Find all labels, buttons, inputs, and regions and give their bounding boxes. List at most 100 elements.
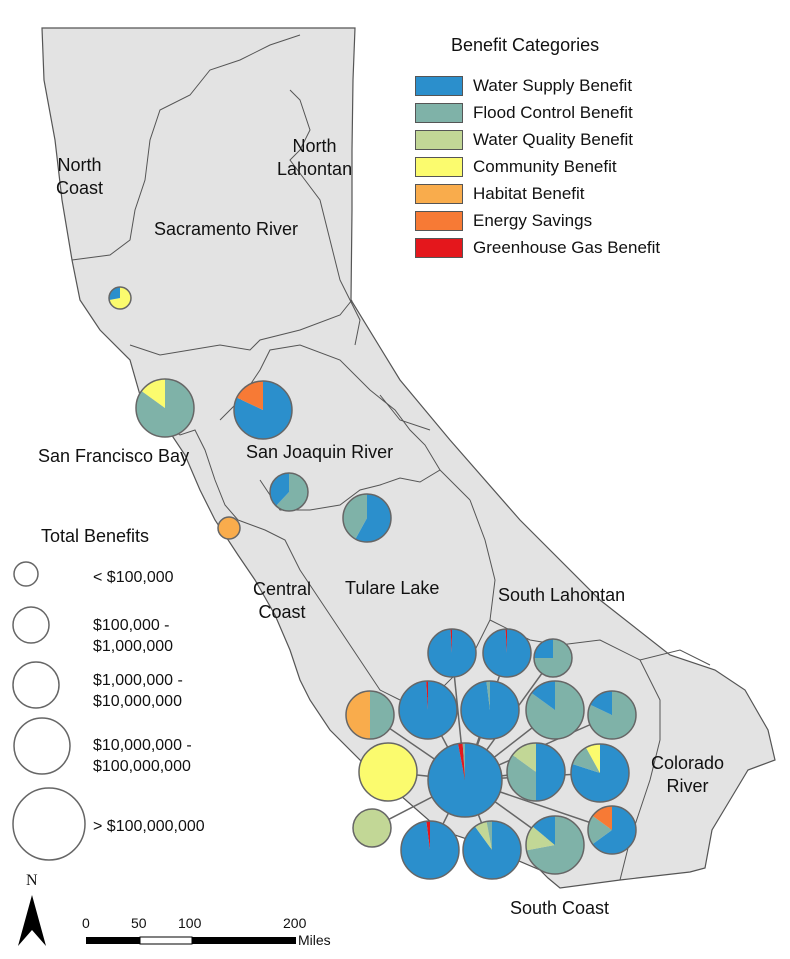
pie-outline <box>533 638 573 678</box>
pie-outline <box>482 628 532 678</box>
size-label-class-1: < $100,000 <box>93 567 174 588</box>
pie-chart <box>525 680 585 740</box>
scale-tick-label: 200 <box>283 915 307 931</box>
pie-chart <box>462 820 522 880</box>
pie-slice-flood-control <box>275 473 309 511</box>
pie-outline <box>269 472 309 512</box>
region-boundaries <box>71 34 711 881</box>
pie-outline <box>462 820 522 880</box>
size-label-class-3: $1,000,000 - $10,000,000 <box>93 670 183 712</box>
size-label-class-2: $100,000 - $1,000,000 <box>93 615 173 657</box>
pie-outline <box>587 690 637 740</box>
legend-item: Habitat Benefit <box>415 183 585 205</box>
pie-chart <box>217 516 241 540</box>
pie-chart <box>135 378 195 438</box>
pie-slice-flood-control <box>135 379 194 437</box>
north-coast-boundary <box>71 34 301 261</box>
pie-slice-habitat <box>218 517 240 539</box>
legend-swatch <box>415 211 463 231</box>
pie-chart <box>482 628 532 678</box>
scale-bar-segment <box>86 937 140 944</box>
south-lahontan-boundary <box>489 619 711 666</box>
legend-label: Community Benefit <box>473 157 617 176</box>
pie-outline <box>400 820 460 880</box>
region-label-line: North <box>292 136 337 156</box>
sub-boundary-2 <box>349 299 361 346</box>
pie-chart <box>342 493 392 543</box>
pie-chart <box>233 380 293 440</box>
pie-chart <box>525 815 585 875</box>
pie-slice-water-quality <box>526 826 555 851</box>
scale-tick-label: 50 <box>131 915 147 931</box>
region-label-north-coast: North Coast <box>56 154 103 200</box>
pie-outline <box>525 680 585 740</box>
legend-label: Energy Savings <box>473 211 593 230</box>
pie-slice-water-supply <box>592 806 637 855</box>
pie-chart <box>460 680 520 740</box>
north-arrow-label: N <box>26 872 38 889</box>
pie-slice-water-quality <box>474 821 492 850</box>
legend-item: Flood Control Benefit <box>415 102 633 124</box>
scale-bar-segment <box>192 937 296 944</box>
pie-slice-flood-control <box>370 691 394 739</box>
legend-title: Benefit Categories <box>451 35 600 55</box>
pie-slice-ghg <box>505 629 507 653</box>
pie-slice-community <box>359 743 417 801</box>
pie-slice-community <box>141 379 165 408</box>
pie-slice-flood-control <box>572 747 600 773</box>
pie-slice-habitat <box>346 691 370 739</box>
pie-slice-water-supply <box>428 743 503 817</box>
pie-slice-water-supply <box>109 287 120 301</box>
legend-label: Flood Control Benefit <box>473 103 633 122</box>
pie-chart <box>506 742 566 802</box>
pie-chart <box>398 680 458 740</box>
legend-label: Water Supply Benefit <box>473 76 633 95</box>
size-label-class-5: > $100,000,000 <box>93 816 205 837</box>
legend-swatch <box>415 130 463 150</box>
size-circle-class-2 <box>12 606 50 644</box>
pie-slice-ghg <box>426 681 428 710</box>
size-label-line: $10,000,000 - <box>93 737 192 754</box>
legend-swatch <box>415 238 463 258</box>
pie-outline <box>135 378 195 438</box>
legend-label: Greenhouse Gas Benefit <box>473 238 661 257</box>
pie-slice-flood-control <box>462 743 465 780</box>
pie-chart <box>587 805 637 855</box>
legend-label: Habitat Benefit <box>473 184 585 203</box>
region-label-line: North <box>57 155 102 175</box>
pie-chart <box>427 628 477 678</box>
scale-unit-label: Miles <box>298 932 331 948</box>
region-label-line: River <box>666 776 709 796</box>
region-label-central-coast: Central Coast <box>253 578 311 624</box>
pie-outline <box>345 690 395 740</box>
sacramento-south-boundary <box>129 299 353 356</box>
benefit-pie-charts <box>108 286 637 880</box>
legend-swatch <box>415 103 463 123</box>
pie-outline <box>342 493 392 543</box>
legend-item: Greenhouse Gas Benefit <box>415 237 660 259</box>
pie-slice-energy <box>236 381 263 410</box>
pie-outline <box>570 743 630 803</box>
pie-slice-water-supply <box>532 816 555 845</box>
pie-outline <box>358 742 418 802</box>
legend-swatch <box>415 157 463 177</box>
scale-tick-label: 100 <box>178 915 202 931</box>
legend-item: Community Benefit <box>415 156 617 178</box>
pie-slice-flood-control <box>526 816 584 874</box>
pie-slice-water-supply <box>270 473 289 506</box>
region-label-line: Colorado <box>651 753 725 773</box>
pie-slice-water-quality <box>512 743 536 772</box>
pie-slice-water-supply <box>462 821 521 880</box>
size-label-line: < $100,000 <box>93 569 174 586</box>
pie-slice-flood-control <box>486 681 490 710</box>
north-arrow-icon <box>18 895 46 946</box>
region-label-san-francisco-bay: San Francisco Bay <box>38 446 190 466</box>
pie-outline <box>587 805 637 855</box>
pie-outline <box>352 808 392 848</box>
pie-chart <box>587 690 637 740</box>
legend-swatch <box>415 76 463 96</box>
region-label-line: Central <box>253 579 312 599</box>
pie-outline <box>427 742 503 818</box>
pie-outline <box>233 380 293 440</box>
region-label-line: Coast <box>56 178 104 198</box>
